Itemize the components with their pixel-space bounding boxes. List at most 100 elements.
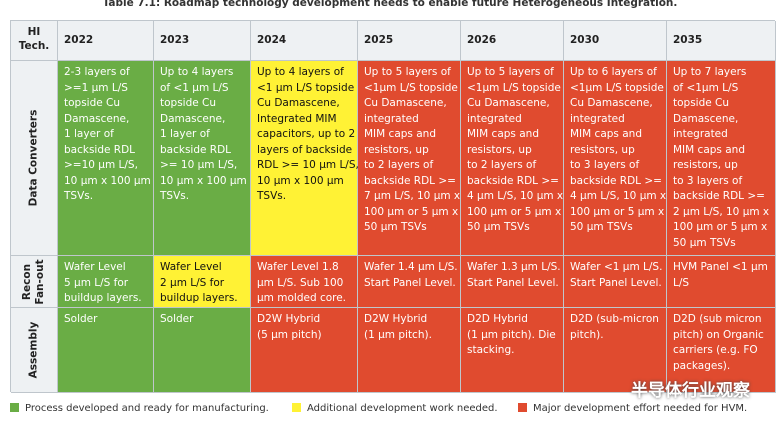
text-line: backside RDL >= [570,174,662,187]
text-line: HVM Panel <1 µm [673,261,768,273]
table-cell: D2W Hybrid (5 µm pitch) [251,308,358,393]
watermark: 半导体行业观察 [631,381,750,401]
table-cell: Up to 5 layers of <1µm L/S topside Cu Dama… [358,61,461,256]
legend-swatch [518,403,527,412]
text-line: 7 µm L/S, 10 µm x [364,190,461,202]
text-line: RDL >= 10 µm L/S, [257,159,359,171]
header-text: 2035 [673,34,703,46]
text-line: <1 µm L/S topside [257,81,355,94]
text-line: TSVs. [64,190,94,202]
header-text: 2025 [364,34,394,46]
text-line: pitch). [570,328,604,341]
text-line: Data Converters [27,109,40,207]
legend-item: Process developed and ready for manufact… [10,403,269,414]
text-line: to 2 layers of [364,159,434,171]
table-cell: D2W Hybrid (1 µm pitch). [358,308,461,393]
row-header: Data Converters [11,61,58,256]
text-line: Cu Damascene, [467,97,550,109]
text-line: >= 10 µm L/S, [160,159,238,171]
table-cell: Up to 4 layers of <1 µm L/S topside Cu Dama… [154,61,251,256]
text-line: <1µm L/S topside [570,81,664,94]
legend-swatch [292,403,301,412]
text-line: 10 µm x 100 µm [64,174,151,187]
text-line: TSVs. [257,190,287,202]
text-line: Cu Damascene, [364,97,447,109]
text-line: TSVs. [160,190,190,202]
table-cell: Solder [154,308,251,393]
text-line: >=10 µm L/S, [64,159,138,171]
row-header: Recon Fan-out [11,256,58,308]
text-line: buildup layers. [64,292,142,304]
table-cell: D2D Hybrid (1 µm pitch). Die stacking. [461,308,564,393]
text-line: Cu Damascene, [570,97,653,109]
text-line: resistors, up [467,143,532,156]
text-line: backside RDL [64,143,136,156]
text-line: Solder [64,313,98,325]
column-header: 2035 [667,21,776,61]
table-cell: Wafer 1.4 µm L/S. Start Panel Level. [358,256,461,308]
table-cell: Wafer <1 µm L/S. Start Panel Level. [564,256,667,308]
text-line: µm L/S. Sub 100 [257,276,344,289]
text-line: 100 µm or 5 µm x [570,205,665,218]
table-cell: Wafer Level 5 µm L/S for buildup layers. [58,256,154,308]
text-line: Wafer <1 µm L/S. [570,261,663,273]
text-line: (5 µm pitch) [257,328,322,341]
table-cell: Up to 5 layers of <1µm L/S topside Cu Dama… [461,61,564,256]
text-line: 4 µm L/S, 10 µm x [570,190,667,202]
column-header: 2025 [358,21,461,61]
text-line: 10 µm x 100 µm [257,174,344,187]
corner-cell: HI Tech. [11,21,58,61]
text-line: capacitors, up to 2 [257,128,356,140]
table: HI Tech. 2022 2023 2024 2025 2026 2030 2035 Data … [10,20,776,393]
text-line: D2D (sub-micron [570,313,659,325]
text-line: Up to 5 layers of [364,66,451,78]
text-line: to 3 layers of [570,159,640,171]
text-line: 4 µm L/S, 10 µm x [467,190,564,202]
table-cell: Wafer Level 2 µm L/S for buildup layers. [154,256,251,308]
text-line: 50 µm TSVs [467,221,530,233]
text-line: MIM caps and [673,143,745,156]
table-cell: Solder [58,308,154,393]
text-line: <1µm L/S topside [467,81,561,94]
text-line: D2D Hybrid [467,313,528,325]
text-line: Recon [21,263,33,300]
legend-item: Additional development work needed. [292,403,498,414]
text-line: Wafer 1.3 µm L/S. [467,261,561,273]
text-line: buildup layers. [160,292,238,304]
text-line: Damascene, [64,112,130,125]
text-line: D2W Hybrid [364,313,428,325]
legend-swatch [10,403,19,412]
text-line: to 2 layers of [467,159,537,171]
text-line: Wafer Level 1.8 [257,261,339,273]
table-cell: Wafer Level 1.8 µm L/S. Sub 100 µm molded … [251,256,358,308]
text-line: 50 µm TSVs [364,221,427,233]
header-text: 2030 [570,34,600,46]
text-line: carriers (e.g. FO [673,344,758,356]
text-line: pitch) on Organic [673,328,764,341]
header-text: 2024 [257,34,287,46]
text-line: MIM caps and [570,128,642,140]
text-line: Tech. [18,40,50,52]
text-line: integrated [364,112,419,125]
table-title: Table 7.1: Roadmap technology developmen… [102,0,678,9]
text-line: Cu Damascene, [257,97,340,109]
legend-text: Additional development work needed. [307,403,498,414]
text-line: Up to 4 layers of [257,66,344,78]
text-line: integrated [673,128,728,140]
text-line: 2-3 layers of [64,66,130,78]
text-line: 10 µm x 100 µm [160,174,247,187]
text-line: 50 µm TSVs [673,236,736,249]
text-line: resistors, up [570,143,635,156]
text-line: backside RDL [160,143,232,156]
text-line: 2 µm L/S, 10 µm x [673,205,770,218]
header-text: 2022 [64,34,94,46]
text-line: Up to 5 layers of [467,66,554,78]
text-line: MIM caps and [364,128,436,140]
text-line: Start Panel Level. [364,276,456,289]
column-header: 2023 [154,21,251,61]
text-line: topside Cu [160,97,217,109]
text-line: Fan-out [34,258,46,305]
text-line: L/S [673,276,690,289]
text-line: integrated [570,112,625,125]
